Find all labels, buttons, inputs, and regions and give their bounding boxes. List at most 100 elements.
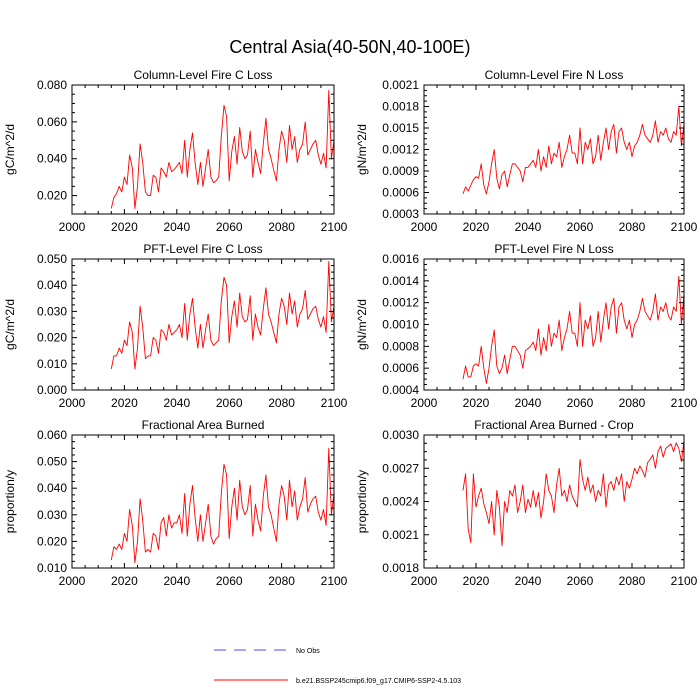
x-tick-label: 2080 <box>619 574 646 588</box>
y-axis-label: gN/m^2/d <box>355 299 369 350</box>
x-tick-label: 2080 <box>619 220 646 234</box>
panel-title: Column-Level Fire N Loss <box>485 68 624 82</box>
x-tick-label: 2100 <box>321 220 348 234</box>
y-tick-label: 0.0015 <box>382 121 419 135</box>
y-tick-label: 0.060 <box>37 428 67 442</box>
data-line <box>462 106 685 195</box>
x-tick-label: 2080 <box>619 396 646 410</box>
y-tick-label: 0.0018 <box>382 561 419 575</box>
x-tick-label: 2060 <box>216 574 243 588</box>
x-tick-label: 2040 <box>163 574 190 588</box>
x-tick-label: 2020 <box>111 574 138 588</box>
x-tick-label: 2100 <box>671 396 698 410</box>
legend: No Obs b.e21.BSSP245cmip6.f09_g17.CMIP6-… <box>214 648 461 685</box>
x-tick-label: 2100 <box>321 396 348 410</box>
data-line <box>462 440 685 547</box>
x-tick-label: 2040 <box>515 574 542 588</box>
y-tick-label: 0.010 <box>37 357 67 371</box>
x-tick-label: 2020 <box>463 396 490 410</box>
y-tick-label: 0.030 <box>37 508 67 522</box>
x-tick-label: 2040 <box>515 220 542 234</box>
x-tick-label: 2060 <box>567 396 594 410</box>
y-tick-label: 0.010 <box>37 561 67 575</box>
y-tick-label: 0.0014 <box>382 274 419 288</box>
y-tick-label: 0.0006 <box>382 361 419 375</box>
y-tick-label: 0.0003 <box>382 207 419 221</box>
y-tick-label: 0.0016 <box>382 252 419 266</box>
x-tick-label: 2100 <box>671 574 698 588</box>
y-tick-label: 0.0010 <box>382 318 419 332</box>
panel-title: Fractional Area Burned <box>142 418 265 432</box>
y-tick-label: 0.040 <box>37 481 67 495</box>
x-tick-label: 2000 <box>411 396 438 410</box>
y-tick-label: 0.0021 <box>382 78 419 92</box>
data-line <box>110 90 335 209</box>
y-tick-label: 0.040 <box>37 278 67 292</box>
x-tick-label: 2080 <box>268 574 295 588</box>
y-tick-label: 0.080 <box>37 78 67 92</box>
x-tick-label: 2020 <box>111 396 138 410</box>
x-tick-label: 2100 <box>321 574 348 588</box>
y-tick-label: 0.0024 <box>382 495 419 509</box>
data-line <box>462 276 685 384</box>
y-tick-label: 0.0012 <box>382 143 419 157</box>
y-tick-label: 0.0027 <box>382 461 419 475</box>
x-tick-label: 2020 <box>463 574 490 588</box>
x-tick-label: 2060 <box>216 396 243 410</box>
x-tick-label: 2040 <box>163 220 190 234</box>
y-axis-label: gN/m^2/d <box>355 124 369 175</box>
y-axis-label: proportion/y <box>3 470 17 533</box>
y-tick-label: 0.0008 <box>382 339 419 353</box>
x-tick-label: 2060 <box>567 574 594 588</box>
y-axis-label: gC/m^2/d <box>3 299 17 350</box>
y-tick-label: 0.0006 <box>382 186 419 200</box>
y-axis-label: gC/m^2/d <box>3 124 17 175</box>
x-tick-label: 2060 <box>216 220 243 234</box>
legend-model-label: b.e21.BSSP245cmip6.f09_g17.CMIP6-SSP2-4.… <box>296 678 461 685</box>
y-tick-label: 0.020 <box>37 534 67 548</box>
y-axis-label: proportion/y <box>355 470 369 533</box>
y-tick-label: 0.060 <box>37 115 67 129</box>
y-tick-label: 0.040 <box>37 152 67 166</box>
chart-panel-1: Column-Level Fire C Loss gC/m^2/d 2000 2020… <box>3 68 348 234</box>
y-tick-label: 0.030 <box>37 304 67 318</box>
x-tick-label: 2020 <box>463 220 490 234</box>
data-line <box>110 261 335 370</box>
y-tick-label: 0.020 <box>37 331 67 345</box>
panel-title: PFT-Level Fire C Loss <box>143 242 262 256</box>
x-tick-label: 2040 <box>163 396 190 410</box>
x-tick-label: 2000 <box>59 396 86 410</box>
y-tick-label: 0.020 <box>37 189 67 203</box>
y-tick-label: 0.0021 <box>382 528 419 542</box>
y-tick-label: 0.0018 <box>382 100 419 114</box>
x-tick-label: 2080 <box>268 396 295 410</box>
y-tick-label: 0.0012 <box>382 296 419 310</box>
y-tick-label: 0.0009 <box>382 164 419 178</box>
y-tick-label: 0.0004 <box>382 383 419 397</box>
panel-title: PFT-Level Fire N Loss <box>494 242 613 256</box>
x-tick-label: 2000 <box>411 220 438 234</box>
y-tick-label: 0.0030 <box>382 428 419 442</box>
chart-panels: Column-Level Fire C Loss gC/m^2/d 2000 2020… <box>3 68 698 588</box>
y-tick-label: 0.050 <box>37 252 67 266</box>
chart-panel-5: Fractional Area Burned proportion/y 2000 20… <box>3 418 348 588</box>
chart-panel-3: PFT-Level Fire C Loss gC/m^2/d 2000 2020 204… <box>3 242 348 410</box>
panel-title: Fractional Area Burned - Crop <box>474 418 634 432</box>
x-tick-label: 2100 <box>671 220 698 234</box>
x-tick-label: 2000 <box>59 220 86 234</box>
chart-panel-4: PFT-Level Fire N Loss gN/m^2/d 2000 2020 204… <box>355 242 698 410</box>
legend-obs-label: No Obs <box>296 648 320 655</box>
x-tick-label: 2080 <box>268 220 295 234</box>
chart-panel-2: Column-Level Fire N Loss gN/m^2/d 2000 2020… <box>355 68 698 234</box>
x-tick-label: 2000 <box>411 574 438 588</box>
x-tick-label: 2060 <box>567 220 594 234</box>
y-tick-label: 0.000 <box>37 383 67 397</box>
x-tick-label: 2020 <box>111 220 138 234</box>
panel-title: Column-Level Fire C Loss <box>134 68 273 82</box>
data-line <box>110 447 335 564</box>
chart-panel-6: Fractional Area Burned - Crop proportion/… <box>355 418 698 588</box>
x-tick-label: 2000 <box>59 574 86 588</box>
x-tick-label: 2040 <box>515 396 542 410</box>
